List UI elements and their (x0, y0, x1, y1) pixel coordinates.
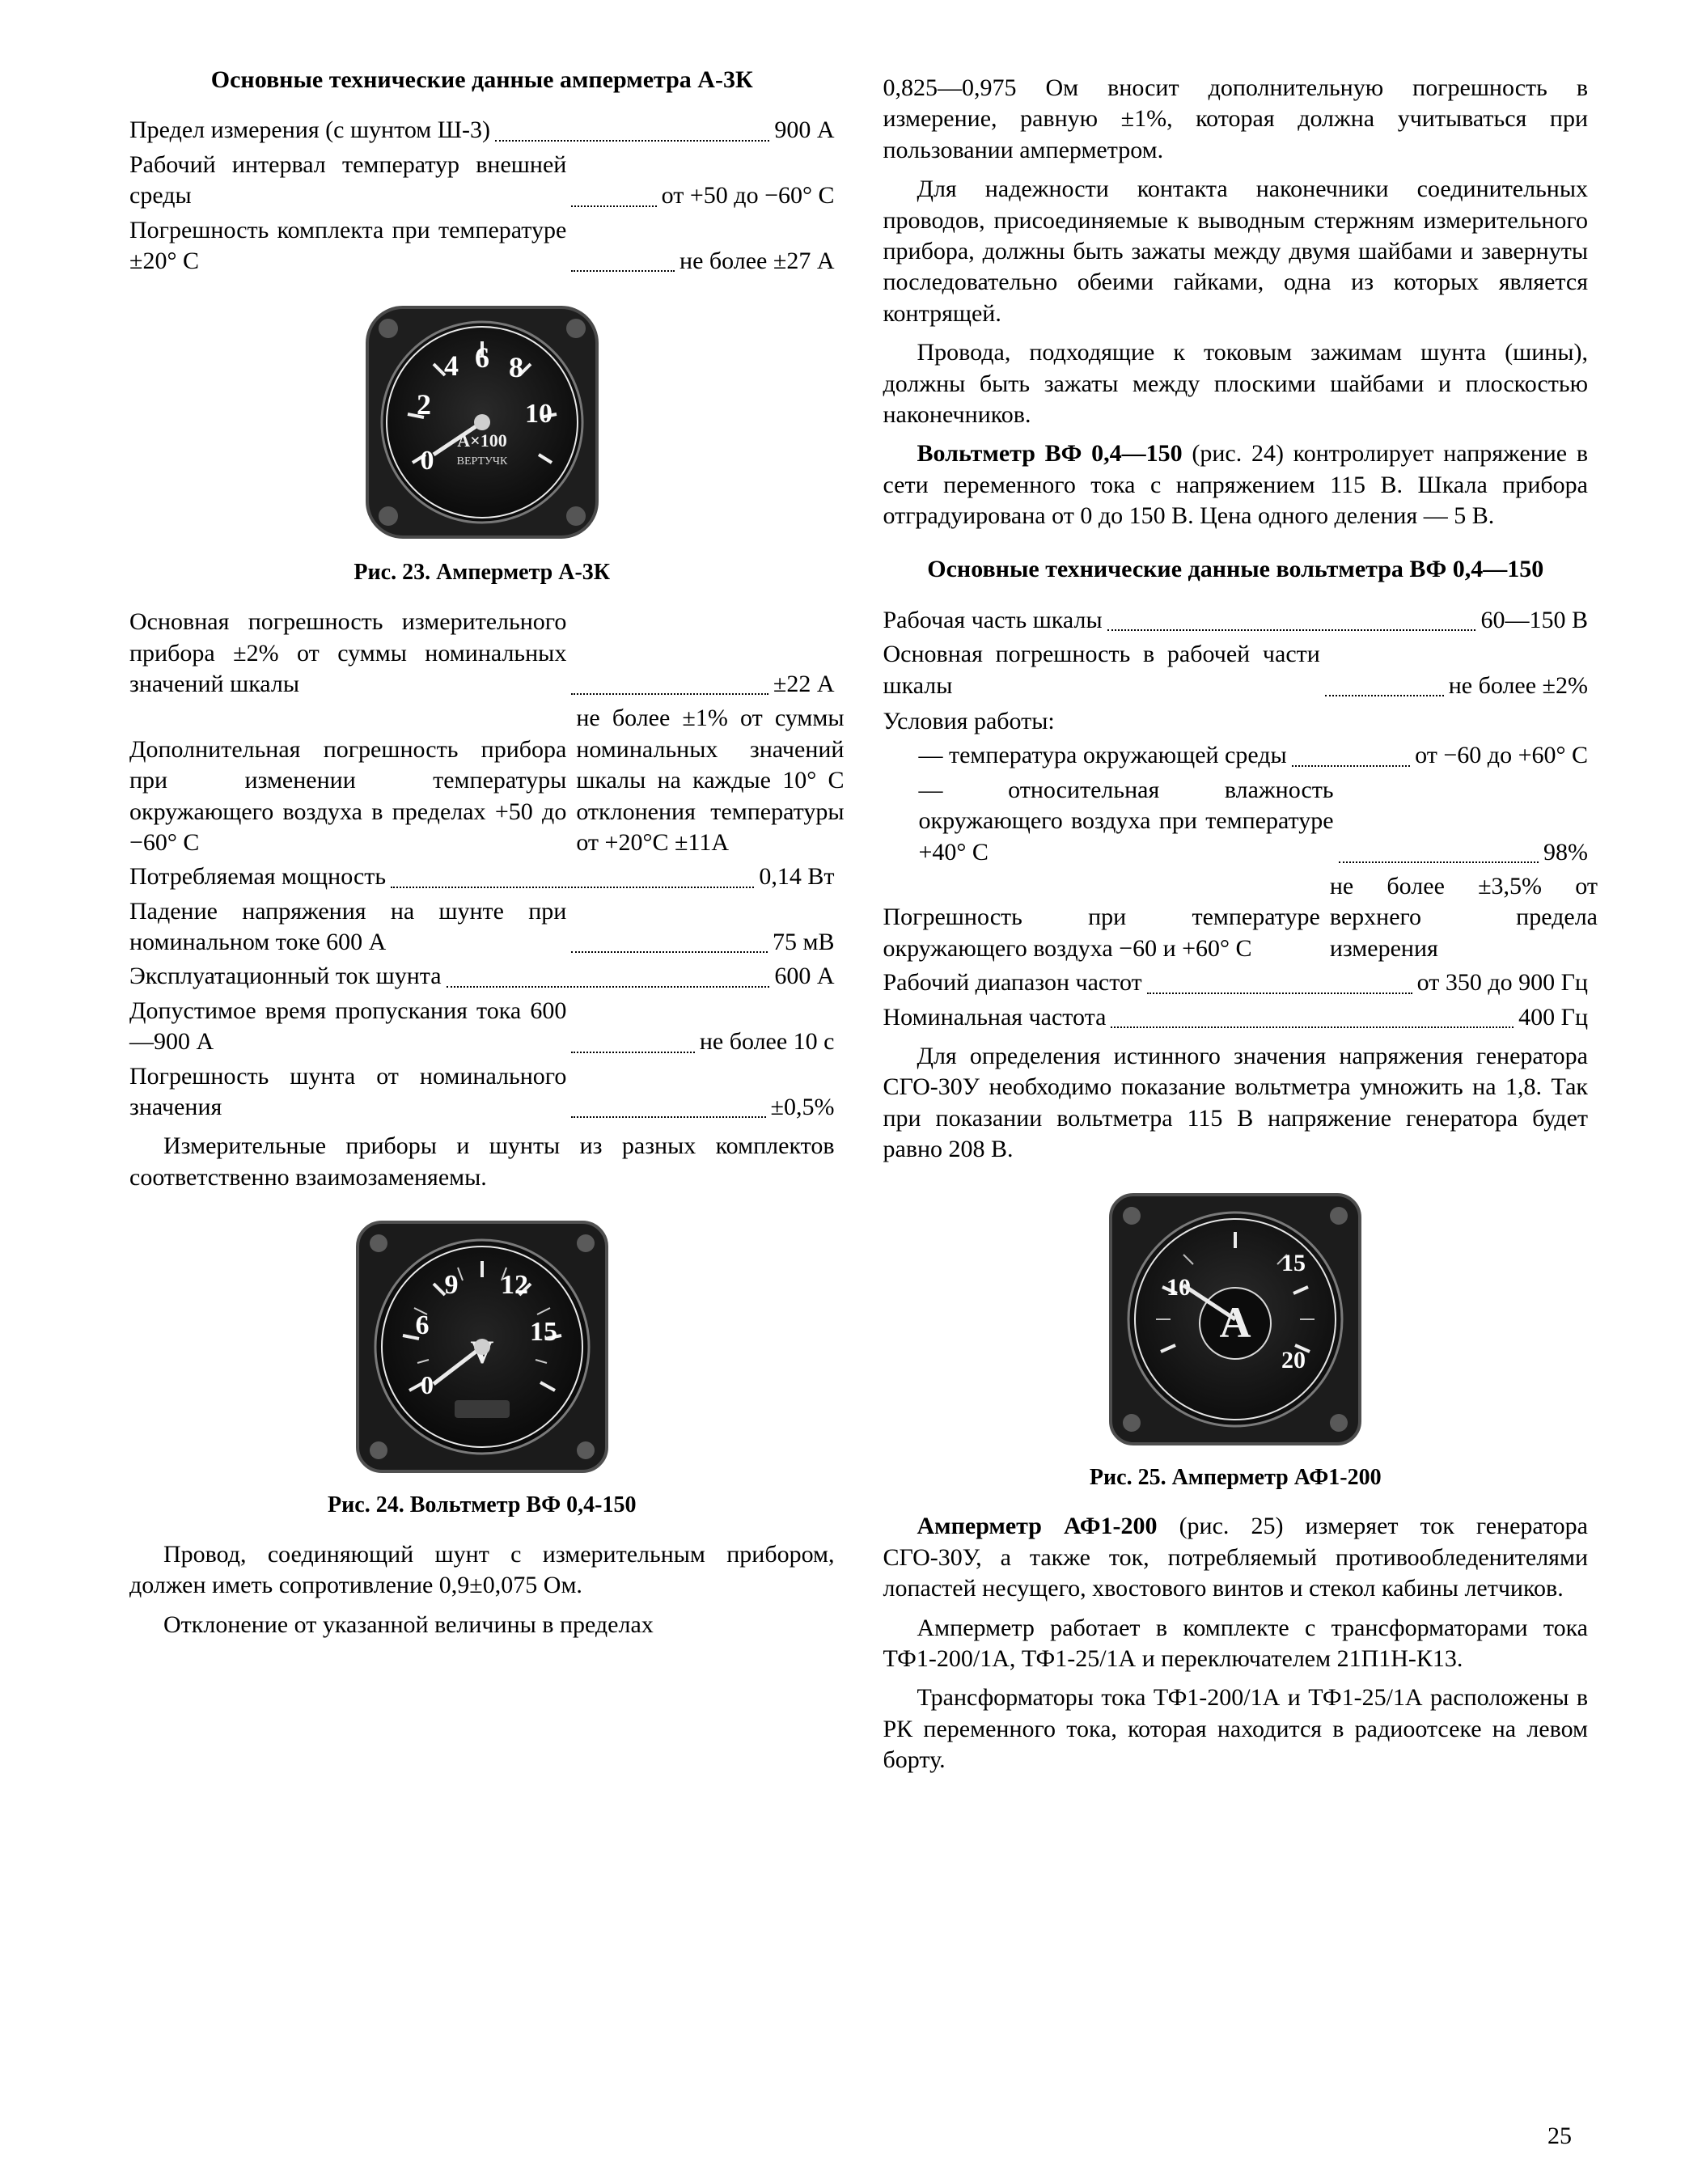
spec-value: не более ±2% (1449, 671, 1588, 701)
svg-text:20: 20 (1281, 1347, 1306, 1373)
spec-label: Рабочий интервал температур внешней сред… (129, 150, 566, 212)
spec-label: Эксплуатационный ток шунта (129, 961, 442, 992)
spec-row: — относительная влажность окружающего во… (919, 775, 1589, 868)
ammeter-af1-200-gauge: 10 15 20 А (1106, 1190, 1365, 1449)
svg-text:0: 0 (420, 446, 434, 476)
right-para-6: Амперметр АФ1-200 (рис. 25) измеряет ток… (883, 1511, 1589, 1604)
spec-value: 60—150 В (1480, 605, 1588, 636)
spec-label: Предел измерения (с шунтом Ш-3) (129, 115, 490, 146)
spec-label: Рабочая часть шкалы (883, 605, 1103, 636)
spec-value: 98% (1543, 837, 1588, 868)
figure-25: 10 15 20 А Рис. 25. Амперметр АФ1-200 (883, 1190, 1589, 1492)
spec-row: Погрешность комплекта при температуре ±2… (129, 215, 835, 277)
spec-label: Основная погрешность измерительного приб… (129, 607, 566, 700)
svg-text:2: 2 (417, 388, 431, 421)
spec-label: Дополнительная погрешность прибора при и… (129, 734, 566, 859)
spec-label: Основная погрешность в рабочей части шка… (883, 639, 1320, 701)
spec-row: Погрешность шунта от номинального значен… (129, 1061, 835, 1124)
spec-row: Предел измерения (с шунтом Ш-3) 900 А (129, 115, 835, 146)
spec-row: Номинальная частота 400 Гц (883, 1002, 1589, 1033)
svg-text:8: 8 (509, 351, 523, 383)
right-para-1: 0,825—0,975 Ом вносит дополнительную пог… (883, 73, 1589, 166)
voltmeter-name: Вольтметр ВФ 0,4—150 (917, 440, 1183, 467)
spec-label: Допустимое время пропускания тока 600—90… (129, 996, 566, 1058)
spec-value: от −60 до +60° С (1415, 740, 1588, 771)
svg-text:10: 10 (525, 399, 552, 429)
spec-value: 900 А (774, 115, 834, 146)
svg-text:А: А (1220, 1298, 1251, 1347)
spec-row: Дополнительная погрешность прибора при и… (129, 703, 835, 858)
spec-value: 0,14 Вт (759, 861, 834, 892)
ammeter-af1-name: Амперметр АФ1-200 (917, 1513, 1158, 1539)
spec-value: не более ±3,5% от верхнего предела измер… (1330, 871, 1598, 964)
spec-value: 75 мВ (773, 927, 835, 958)
spec1-list: Предел измерения (с шунтом Ш-3) 900 А Ра… (129, 115, 835, 277)
spec-value: 400 Гц (1518, 1002, 1588, 1033)
right-para-7: Амперметр работает в комплекте с трансфо… (883, 1613, 1589, 1675)
svg-text:12: 12 (501, 1270, 528, 1300)
right-para-5: Для определения истинного значения напря… (883, 1041, 1589, 1166)
spec-row: Рабочая часть шкалы 60—150 В (883, 605, 1589, 636)
spec-value: от +50 до −60° С (662, 180, 835, 211)
svg-text:6: 6 (415, 1310, 429, 1340)
spec-label: Падение напряжения на шунте при номиналь… (129, 896, 566, 959)
spec-label: Погрешность шунта от номинального значен… (129, 1061, 566, 1124)
ammeter-a3k-gauge: 0 2 4 6 8 10 А×100 ВЕРТУЧК (361, 301, 603, 544)
figure-23-caption: Рис. 23. Амперметр А-3К (354, 558, 610, 587)
spec-value: не более ±1% от суммы номинальных значен… (576, 703, 844, 858)
left-para-3: Отклонение от указанной величины в преде… (129, 1610, 835, 1640)
spec-value: не более ±27 А (680, 246, 834, 277)
svg-text:9: 9 (444, 1270, 458, 1300)
spec-row: — температура окружающей среды от −60 до… (919, 740, 1589, 771)
right-para-3: Провода, подходящие к токовым зажимам шу… (883, 337, 1589, 430)
voltmeter-vf-gauge: 0 6 9 12 15 V (353, 1217, 612, 1476)
spec-row: Эксплуатационный ток шунта 600 А (129, 961, 835, 992)
spec-row: Потребляемая мощность 0,14 Вт (129, 861, 835, 892)
page-number: 25 (1547, 2121, 1572, 2152)
right-column: 0,825—0,975 Ом вносит дополнительную пог… (883, 65, 1589, 1784)
spec-value: ±0,5% (771, 1092, 835, 1123)
figure-24-caption: Рис. 24. Вольтметр ВФ 0,4-150 (328, 1491, 636, 1520)
left-column: Основные технические данные амперметра А… (129, 65, 835, 1784)
spec-value: 600 А (774, 961, 834, 992)
right-para-2: Для надежности контакта наконечники соед… (883, 174, 1589, 329)
spec-label: Погрешность комплекта при температуре ±2… (129, 215, 566, 277)
figure-25-caption: Рис. 25. Амперметр АФ1-200 (1090, 1463, 1382, 1492)
spec-label: — относительная влажность окружающего во… (919, 775, 1334, 868)
left-para-1: Измерительные приборы и шунты из разных … (129, 1131, 835, 1193)
spec-row: Рабочий диапазон частот от 350 до 900 Гц (883, 967, 1589, 998)
spec-value: ±22 А (773, 669, 835, 700)
spec-label: — температура окружающей среды (919, 740, 1287, 771)
spec-row: Погрешность при температуре окружающего … (883, 871, 1589, 964)
spec-label: Номинальная частота (883, 1002, 1107, 1033)
spec-value: от 350 до 900 Гц (1417, 967, 1588, 998)
svg-text:15: 15 (530, 1317, 557, 1347)
spec-label: Рабочий диапазон частот (883, 967, 1142, 998)
svg-text:4: 4 (444, 349, 459, 382)
spec-row: Основная погрешность измерительного приб… (129, 607, 835, 700)
spec1-title: Основные технические данные амперметра А… (129, 65, 835, 95)
svg-text:15: 15 (1281, 1250, 1306, 1276)
conditions-label: Условия работы: (883, 706, 1589, 737)
svg-text:0: 0 (421, 1370, 434, 1399)
spec-row: Основная погрешность в рабочей части шка… (883, 639, 1589, 701)
spec3-list: Рабочая часть шкалы 60—150 В Основная по… (883, 605, 1589, 1033)
svg-text:6: 6 (475, 341, 489, 374)
svg-text:ВЕРТУЧК: ВЕРТУЧК (456, 455, 507, 468)
left-para-2: Провод, соединяющий шунт с измерительным… (129, 1539, 835, 1602)
figure-23: 0 2 4 6 8 10 А×100 ВЕРТУЧК Рис. 23. Ампе… (129, 301, 835, 587)
spec-row: Допустимое время пропускания тока 600—90… (129, 996, 835, 1058)
spec2-list: Основная погрешность измерительного приб… (129, 607, 835, 1123)
spec-label: Потребляемая мощность (129, 861, 386, 892)
right-para-8: Трансформаторы тока ТФ1-200/1А и ТФ1-25/… (883, 1682, 1589, 1776)
spec-label: Погрешность при температуре окружающего … (883, 902, 1320, 964)
spec-value: не более 10 с (700, 1026, 835, 1057)
figure-24: 0 6 9 12 15 V Рис. 24. Вольтметр ВФ 0,4-… (129, 1217, 835, 1520)
spec-row: Рабочий интервал температур внешней сред… (129, 150, 835, 212)
spec3-title: Основные технические данные вольтметра В… (883, 554, 1589, 585)
right-para-4: Вольтметр ВФ 0,4—150 (рис. 24) контролир… (883, 438, 1589, 531)
spec-row: Падение напряжения на шунте при номиналь… (129, 896, 835, 959)
